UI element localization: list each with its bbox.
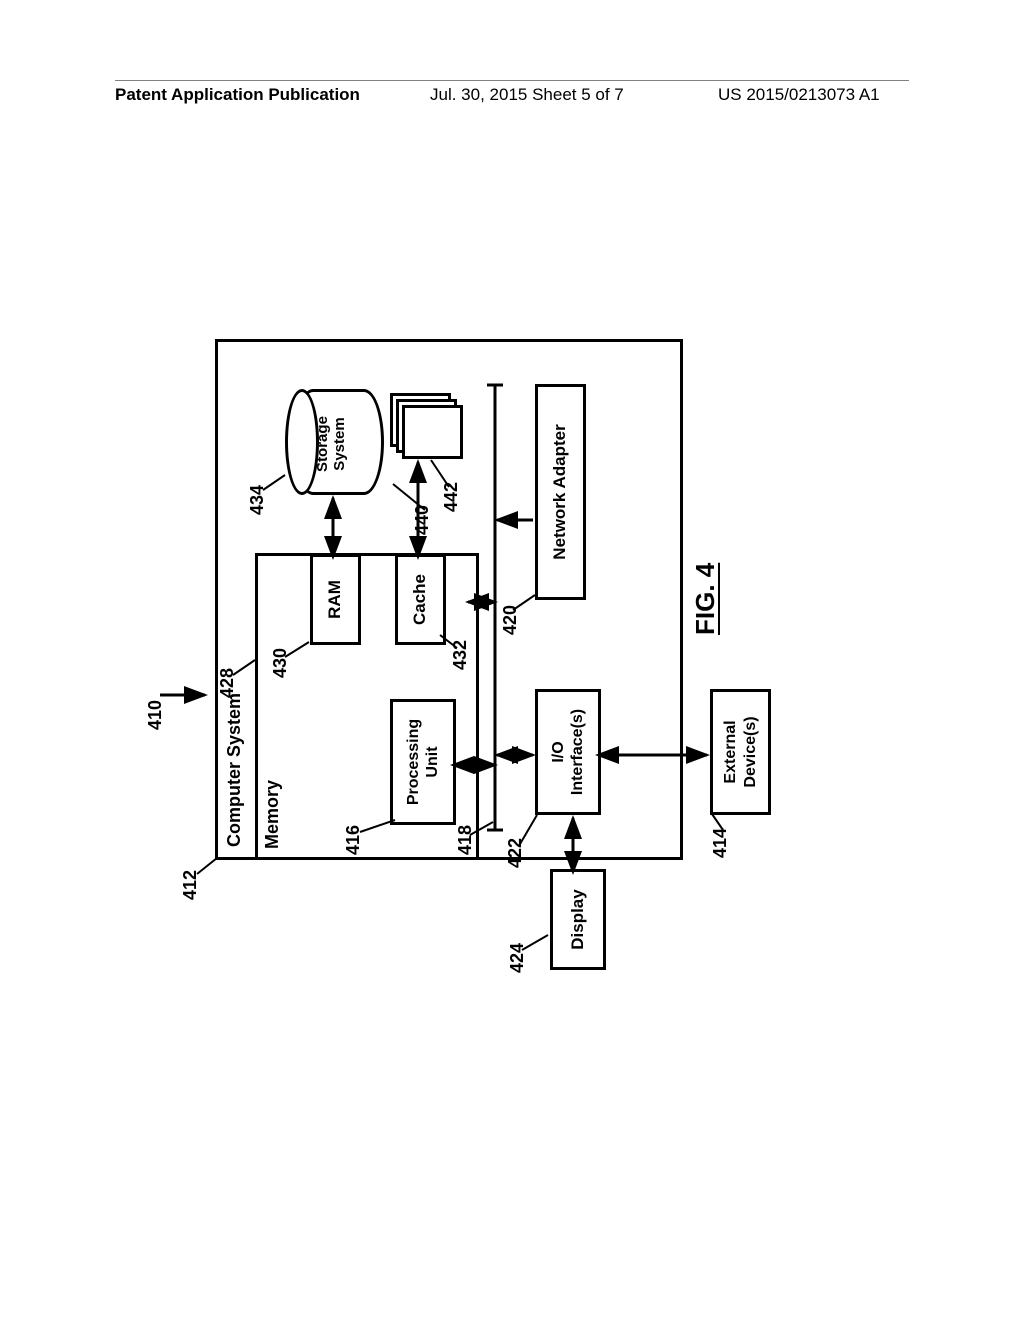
ref-410: 410: [145, 700, 166, 730]
ref-424: 424: [507, 943, 528, 973]
diagram: Computer System Memory RAM Cache Storage…: [215, 300, 775, 860]
header-right: US 2015/0213073 A1: [718, 85, 880, 105]
header-mid: Jul. 30, 2015 Sheet 5 of 7: [430, 85, 624, 105]
display-box: Display: [550, 869, 606, 970]
ref-440: 440: [412, 505, 433, 535]
ref-434: 434: [247, 485, 268, 515]
ref-416: 416: [343, 825, 364, 855]
header-left: Patent Application Publication: [115, 85, 360, 105]
ref-412: 412: [180, 870, 201, 900]
ref-420: 420: [500, 605, 521, 635]
ref-428: 428: [217, 668, 238, 698]
ref-430: 430: [270, 648, 291, 678]
display-label: Display: [568, 889, 588, 949]
header-rule: [115, 80, 909, 81]
ref-418: 418: [455, 825, 476, 855]
ref-432: 432: [450, 640, 471, 670]
ref-414: 414: [710, 828, 731, 858]
ref-442: 442: [441, 482, 462, 512]
ref-422: 422: [505, 838, 526, 868]
page: Patent Application Publication Jul. 30, …: [0, 0, 1024, 1320]
figure-label: FIG. 4: [690, 563, 721, 635]
